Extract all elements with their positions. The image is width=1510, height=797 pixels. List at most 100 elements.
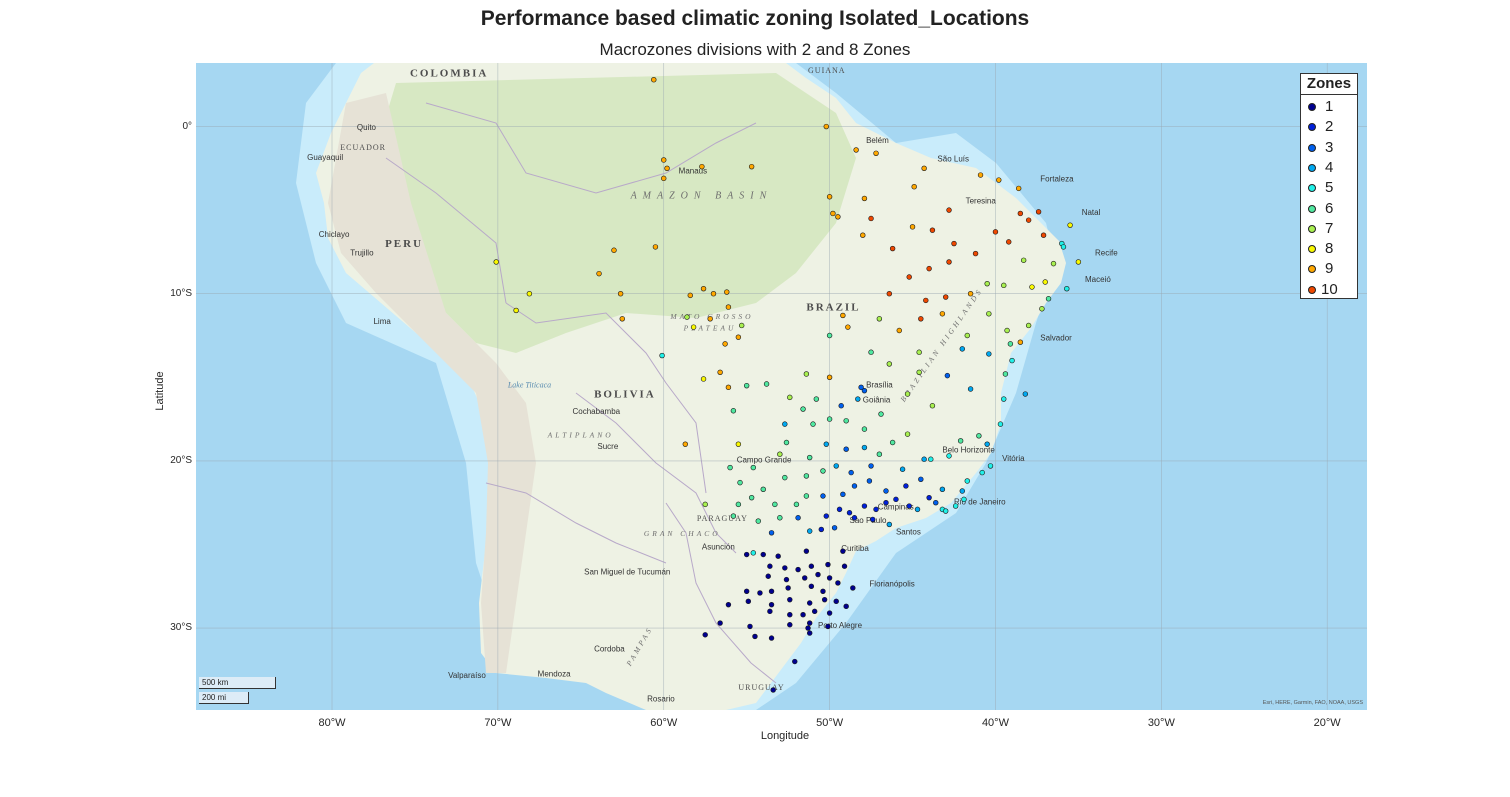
location-point [826,332,833,339]
location-point [772,501,778,508]
map-label: PERU [385,238,423,250]
location-point [700,285,707,292]
legend-title: Zones [1301,74,1357,95]
location-point [735,501,742,508]
location-point [757,590,763,596]
legend-label: 7 [1325,219,1334,237]
map-label: Curitiba [841,544,869,553]
border-line [425,102,757,194]
location-point [782,565,788,571]
map-label: São Luís [937,155,969,164]
location-point [838,403,844,409]
location-point [825,623,831,630]
map-label: Rio de Janeiro [954,497,1006,506]
location-point [783,439,790,446]
border-line [505,302,707,494]
location-point [763,381,770,387]
location-point [843,603,849,610]
location-point [850,585,856,591]
location-point [977,172,984,178]
map-label: Quito [357,123,377,132]
location-point [943,294,949,300]
location-point [1017,210,1024,217]
location-point [893,496,899,503]
location-point [876,451,883,457]
map-label: Cordoba [594,644,625,653]
location-point [943,508,949,514]
location-point [738,322,745,329]
graticule-grid [196,63,1367,710]
location-point [722,341,728,347]
location-point [793,501,800,508]
location-point [787,612,793,618]
map-label: Santos [896,527,921,536]
location-point [833,463,839,469]
location-point [818,526,825,533]
location-point [785,585,791,591]
location-point [710,291,717,297]
x-tick-label: 30°W [1147,717,1175,729]
location-point [866,478,873,484]
border-line [665,502,777,684]
zones-legend: Zones 1 2 3 4 5 6 7 8 9 10 [1300,73,1358,299]
chart-title: Performance based climatic zoning Isolat… [480,7,1030,30]
location-point [767,608,773,615]
location-point [926,494,932,501]
location-point [765,573,771,579]
location-point [768,601,775,608]
map-label: Vitória [1002,454,1025,463]
location-point [727,464,733,471]
scalebar-mi: 200 mi [199,692,249,704]
location-point [619,316,625,322]
location-point [652,244,659,250]
legend-label: 4 [1325,158,1334,176]
location-point [748,163,755,170]
location-point [964,478,970,484]
location-point [1025,322,1032,329]
map-label: Belo Horizonte [942,446,995,455]
location-point [972,250,979,257]
map-label: ECUADOR [340,143,386,152]
scalebar-km: 500 km [199,677,276,689]
legend-item: 7 [1301,220,1357,240]
location-point [840,548,846,554]
location-point [513,307,519,314]
location-point [1035,209,1042,215]
map-label: Recife [1095,248,1118,257]
location-point [933,499,939,506]
map-label: Salvador [1040,334,1072,343]
location-point [1001,282,1007,289]
location-point [1050,260,1057,267]
chart-subtitle: Macrozones divisions with 2 and 8 Zones [599,40,911,59]
location-point [730,408,737,414]
map-label: BRAZIL [806,301,860,313]
location-point [820,493,826,499]
y-axis-label: Latitude [154,371,166,411]
location-point [870,516,876,523]
country-borders [385,102,777,684]
location-point [805,625,811,631]
location-point [750,550,757,556]
location-point [617,291,624,297]
x-tick-label: 70°W [484,717,512,729]
location-point [873,506,879,513]
location-point [725,384,732,391]
legend-marker [1308,123,1316,132]
location-point [911,184,917,190]
location-point [808,563,815,569]
location-point [787,596,793,603]
x-tick-label: 40°W [981,717,1009,729]
location-point [992,229,999,235]
map-label: AMAZON BASIN [630,190,773,201]
location-point [825,561,831,568]
location-point [855,396,861,402]
location-point [1007,341,1014,347]
location-point [984,280,990,287]
location-point [795,515,801,521]
location-point [986,311,992,317]
location-point [976,433,982,439]
location-point [821,596,828,603]
location-point [840,312,846,319]
map-label: ALTIPLANO [547,430,614,439]
